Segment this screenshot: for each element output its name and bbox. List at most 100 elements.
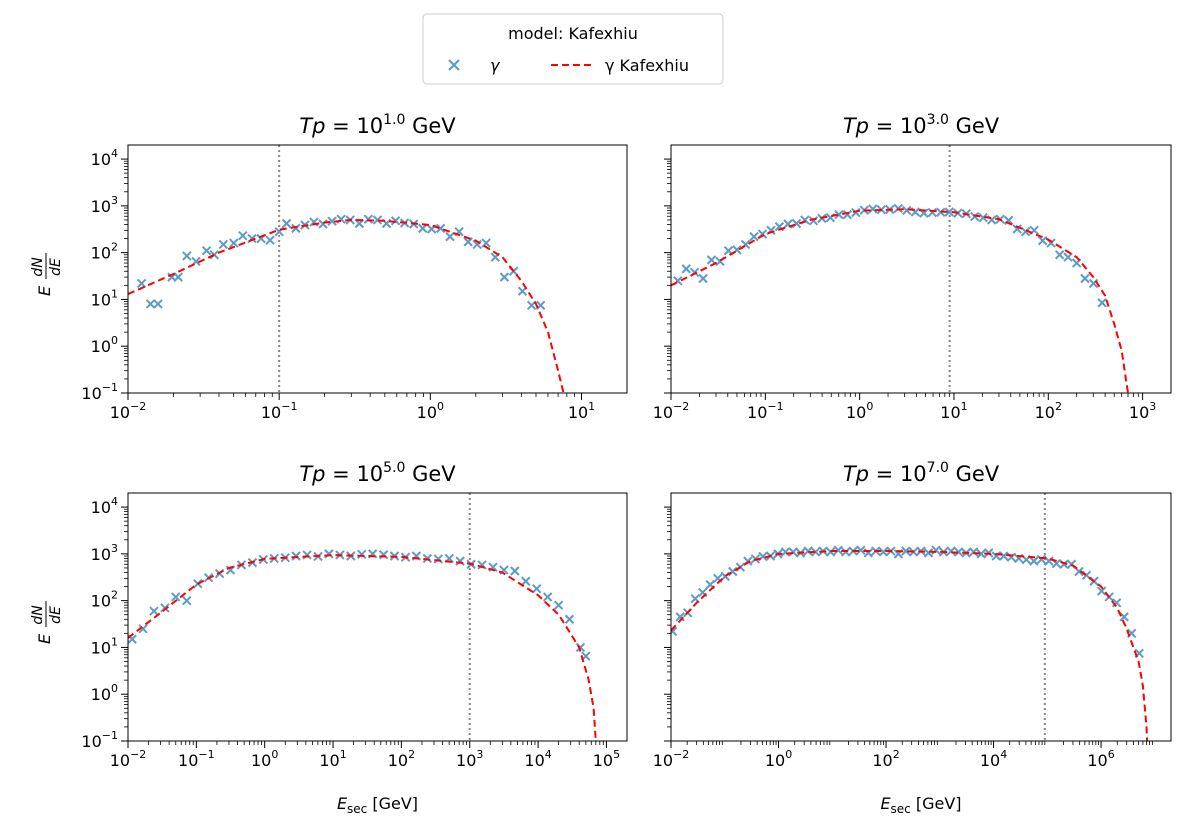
y-tick-label: 103 xyxy=(91,194,118,216)
legend-label-gamma: γ xyxy=(490,56,501,75)
data-point-marker xyxy=(1119,612,1129,622)
data-point-marker xyxy=(946,546,956,556)
x-tick-label: 105 xyxy=(593,748,620,770)
chart-panel-2: 10−2 10−1 100 101 102 103 Tp = 103.0 GeV xyxy=(653,112,1172,422)
x-tick-label: 101 xyxy=(940,400,967,422)
data-point-marker xyxy=(238,231,248,241)
y-axis-label: EdN dE xyxy=(30,253,64,296)
data-point-stroke xyxy=(698,587,708,598)
data-point-stroke xyxy=(671,626,678,635)
data-point-marker xyxy=(521,576,531,586)
data-point-marker xyxy=(291,223,301,234)
x-tick-label: 10−1 xyxy=(747,400,784,422)
plot-area xyxy=(128,549,597,741)
data-point-stroke xyxy=(510,566,520,576)
axes-frame xyxy=(127,144,628,394)
data-point-stroke xyxy=(749,231,759,242)
data-point-stroke xyxy=(1051,558,1062,569)
data-point-stroke xyxy=(1111,598,1122,608)
data-point-stroke xyxy=(229,238,239,248)
x-tick-label: 10−1 xyxy=(178,748,215,770)
model-curve xyxy=(671,550,1149,741)
data-point-stroke xyxy=(910,207,920,217)
data-point-marker xyxy=(1063,252,1073,262)
data-point-stroke xyxy=(171,592,181,602)
data-point-stroke xyxy=(542,592,553,602)
data-point-marker xyxy=(1080,273,1090,284)
data-point-stroke xyxy=(182,251,192,261)
data-point-marker xyxy=(1012,224,1022,234)
data-point-stroke xyxy=(218,239,229,250)
data-point-stroke xyxy=(149,606,159,616)
data-point-marker xyxy=(1097,298,1107,308)
data-point-stroke xyxy=(472,239,482,250)
data-point-marker xyxy=(499,272,510,282)
y-tick-label: 100 xyxy=(91,682,118,704)
data-point-stroke xyxy=(1074,566,1084,577)
data-point-marker xyxy=(706,255,717,265)
data-point-stroke xyxy=(455,556,465,566)
data-point-stroke xyxy=(902,205,912,216)
axes-frame xyxy=(127,492,628,742)
data-point-marker xyxy=(372,215,383,225)
data-point-marker xyxy=(564,614,575,624)
data-point-marker xyxy=(265,235,275,245)
data-point-marker xyxy=(171,592,181,602)
panel-title: Tp = 101.0 GeV xyxy=(299,112,456,138)
data-point-marker xyxy=(927,207,937,218)
data-point-stroke xyxy=(145,299,156,309)
data-point-marker xyxy=(803,546,813,556)
data-point-stroke xyxy=(201,246,212,256)
data-point-marker xyxy=(780,547,791,557)
data-point-marker xyxy=(291,551,301,561)
data-point-stroke xyxy=(1006,552,1016,562)
chart-panel-3: 10−2 10−1 100 101 102 103 104 10510−11001011021… xyxy=(30,460,628,816)
data-point-stroke xyxy=(713,573,723,584)
data-point-marker xyxy=(1029,556,1039,566)
data-point-marker xyxy=(422,553,433,564)
data-point-stroke xyxy=(833,545,843,555)
data-point-stroke xyxy=(810,547,821,557)
data-point-stroke xyxy=(521,576,531,586)
y-tick-label: 102 xyxy=(91,589,118,611)
data-point-stroke xyxy=(901,546,911,556)
data-point-stroke xyxy=(1029,556,1039,566)
x-tick-label: 100 xyxy=(765,748,792,770)
data-point-stroke xyxy=(499,272,510,282)
data-point-marker xyxy=(149,606,159,616)
data-point-marker xyxy=(1111,598,1122,608)
y-tick-label: 101 xyxy=(91,635,118,657)
data-point-stroke xyxy=(842,209,853,220)
data-point-marker xyxy=(1096,586,1107,596)
data-point-marker xyxy=(851,207,861,218)
x-tick-label: 104 xyxy=(980,748,1007,770)
x-tick-label: 10−2 xyxy=(110,400,147,422)
data-point-marker xyxy=(1020,227,1031,237)
data-point-stroke xyxy=(780,547,791,557)
legend-title: model: Kafexhiu xyxy=(508,24,638,43)
data-point-stroke xyxy=(919,208,929,218)
data-point-marker xyxy=(535,300,546,310)
data-point-stroke xyxy=(1036,554,1047,565)
data-point-stroke xyxy=(357,549,367,559)
data-point-marker xyxy=(138,624,148,634)
x-tick-label: 10−2 xyxy=(653,748,690,770)
data-point-stroke xyxy=(931,545,941,555)
data-point-marker xyxy=(281,218,292,229)
data-point-stroke xyxy=(986,215,997,225)
data-point-marker xyxy=(878,547,889,557)
data-point-stroke xyxy=(535,300,546,310)
data-point-marker xyxy=(229,238,239,248)
data-point-marker xyxy=(978,212,988,223)
y-tick-label: 10−1 xyxy=(81,729,118,751)
svg-text:dN: dN xyxy=(30,257,46,277)
data-point-marker xyxy=(553,600,564,610)
data-point-stroke xyxy=(803,546,813,556)
data-point-stroke xyxy=(309,217,319,227)
y-tick-label: 100 xyxy=(91,334,118,356)
data-point-stroke xyxy=(318,219,328,229)
data-point-stroke xyxy=(138,624,148,634)
x-tick-label: 100 xyxy=(251,748,278,770)
